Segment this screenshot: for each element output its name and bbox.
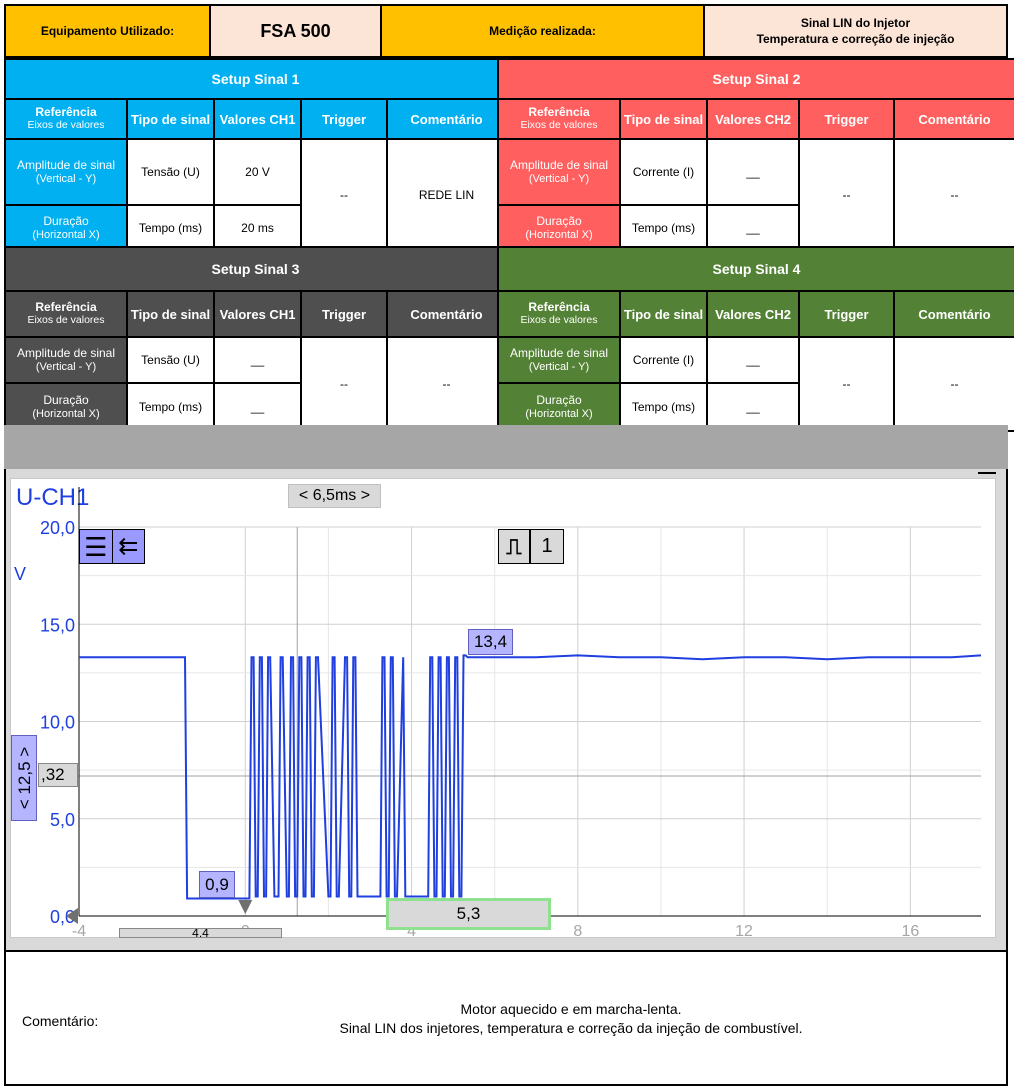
col-comment: Comentário bbox=[388, 292, 505, 336]
col-values: Valores CH2 bbox=[708, 100, 798, 138]
row-amplitude-label: Amplitude de sinal (Vertical - Y) bbox=[6, 140, 126, 204]
trigger-value: -- bbox=[800, 140, 893, 250]
row-duration-value: __ bbox=[708, 206, 798, 250]
measurement-line1: Sinal LIN do Injetor bbox=[800, 16, 911, 30]
setup-title: Setup Sinal 2 bbox=[499, 60, 1014, 98]
row-duration-label: Duração (Horizontal X) bbox=[6, 206, 126, 250]
col-values: Valores CH1 bbox=[215, 100, 300, 138]
vertical-window-text: < 12,5 > bbox=[15, 746, 34, 810]
row-duration-label: Duração (Horizontal X) bbox=[499, 384, 619, 430]
row-amplitude-value: __ bbox=[215, 338, 300, 382]
col-type: Tipo de sinal bbox=[128, 100, 213, 138]
row-amplitude-label: Amplitude de sinal (Vertical - Y) bbox=[6, 338, 126, 382]
col-ref: Referência Eixos de valores bbox=[6, 100, 126, 138]
col-trigger: Trigger bbox=[800, 100, 893, 138]
measurement-value: Sinal LIN do Injetor Temperatura e corre… bbox=[705, 6, 1006, 56]
setup-title: Setup Sinal 1 bbox=[6, 60, 505, 98]
setup-table-3: Setup Sinal 3 Referência Eixos de valores T… bbox=[4, 246, 507, 432]
cursor-h-value: ,32 bbox=[38, 763, 78, 787]
measurement-line2: Temperatura e correção de injeção bbox=[756, 32, 955, 46]
setup-table-2: Setup Sinal 2 Referência Eixos de valores T… bbox=[497, 58, 1014, 252]
row-amplitude-label: Amplitude de sinal (Vertical - Y) bbox=[499, 338, 619, 382]
row-duration-value: __ bbox=[708, 384, 798, 430]
col-values: Valores CH2 bbox=[708, 292, 798, 336]
row-duration-type: Tempo (ms) bbox=[128, 206, 213, 250]
row-duration-label: Duração (Horizontal X) bbox=[499, 206, 619, 250]
row-duration-value: 20 ms bbox=[215, 206, 300, 250]
duration-marker: 5,3 bbox=[386, 898, 551, 930]
col-trigger: Trigger bbox=[302, 100, 386, 138]
time-window-label: < 6,5ms > bbox=[288, 484, 381, 508]
row-duration-label: Duração (Horizontal X) bbox=[6, 384, 126, 430]
comment-value: -- bbox=[895, 338, 1014, 430]
col-type: Tipo de sinal bbox=[621, 292, 706, 336]
setup-table-1: Setup Sinal 1 Referência Eixos de valores T… bbox=[4, 58, 507, 252]
comment-value: -- bbox=[388, 338, 505, 430]
row-amplitude-type: Tensão (U) bbox=[128, 140, 213, 204]
row-duration-type: Tempo (ms) bbox=[621, 384, 706, 430]
row-amplitude-type: Corrente (I) bbox=[621, 140, 706, 204]
row-duration-value: __ bbox=[215, 384, 300, 430]
trigger-value: -- bbox=[800, 338, 893, 430]
comment-value: -- bbox=[895, 140, 1014, 250]
comment-label: Comentário: bbox=[22, 1013, 99, 1029]
col-comment: Comentário bbox=[895, 100, 1014, 138]
menu-icon[interactable]: ☰ bbox=[80, 530, 113, 563]
row-amplitude-type: Tensão (U) bbox=[128, 338, 213, 382]
back-arrow-icon[interactable]: ⇇ bbox=[118, 533, 139, 560]
bottom-marker: 4,4 bbox=[119, 928, 282, 938]
trigger-edge-icon[interactable]: ⎍ bbox=[499, 530, 531, 563]
setup-title: Setup Sinal 4 bbox=[499, 248, 1014, 290]
measurement-label: Medição realizada: bbox=[382, 6, 703, 56]
comment-line1: Motor aquecido e em marcha-lenta. bbox=[460, 1001, 682, 1017]
col-trigger: Trigger bbox=[800, 292, 893, 336]
trigger-box[interactable]: ⎍ 1 bbox=[498, 529, 564, 564]
row-duration-type: Tempo (ms) bbox=[621, 206, 706, 250]
col-trigger: Trigger bbox=[302, 292, 386, 336]
col-comment: Comentário bbox=[388, 100, 505, 138]
row-duration-type: Tempo (ms) bbox=[128, 384, 213, 430]
comment-box: Comentário: Motor aquecido e em marcha-l… bbox=[4, 950, 1008, 1086]
channel-label: U-CH1 bbox=[16, 484, 90, 511]
marker-high: 13,4 bbox=[468, 629, 513, 655]
marker-low: 0,9 bbox=[199, 871, 235, 898]
trigger-value: -- bbox=[302, 338, 386, 430]
col-ref: Referência Eixos de valores bbox=[499, 292, 619, 336]
vertical-window-label: < 12,5 > bbox=[11, 735, 37, 821]
col-values: Valores CH1 bbox=[215, 292, 300, 336]
row-amplitude-value: __ bbox=[708, 338, 798, 382]
row-amplitude-label: Amplitude de sinal (Vertical - Y) bbox=[499, 140, 619, 204]
col-ref: Referência Eixos de valores bbox=[499, 100, 619, 138]
gray-band bbox=[4, 425, 1008, 469]
setup-title: Setup Sinal 3 bbox=[6, 248, 505, 290]
zoom-tools[interactable]: ☰ ⇇ bbox=[79, 529, 145, 564]
comment-value: REDE LIN bbox=[388, 140, 505, 250]
trigger-value: -- bbox=[302, 140, 386, 250]
col-comment: Comentário bbox=[895, 292, 1014, 336]
col-ref: Referência Eixos de valores bbox=[6, 292, 126, 336]
comment-line2: Sinal LIN dos injetores, temperatura e c… bbox=[339, 1020, 803, 1036]
trigger-channel: 1 bbox=[541, 535, 553, 557]
col-type: Tipo de sinal bbox=[128, 292, 213, 336]
col-type: Tipo de sinal bbox=[621, 100, 706, 138]
row-amplitude-type: Corrente (I) bbox=[621, 338, 706, 382]
header-row: Equipamento Utilizado: FSA 500 Medição r… bbox=[4, 4, 1008, 58]
row-amplitude-value: __ bbox=[708, 140, 798, 204]
equipment-label: Equipamento Utilizado: bbox=[6, 6, 209, 56]
equipment-value: FSA 500 bbox=[211, 6, 380, 56]
comment-text: Motor aquecido e em marcha-lenta. Sinal … bbox=[206, 1000, 936, 1038]
setup-table-4: Setup Sinal 4 Referência Eixos de valores T… bbox=[497, 246, 1014, 432]
row-amplitude-value: 20 V bbox=[215, 140, 300, 204]
